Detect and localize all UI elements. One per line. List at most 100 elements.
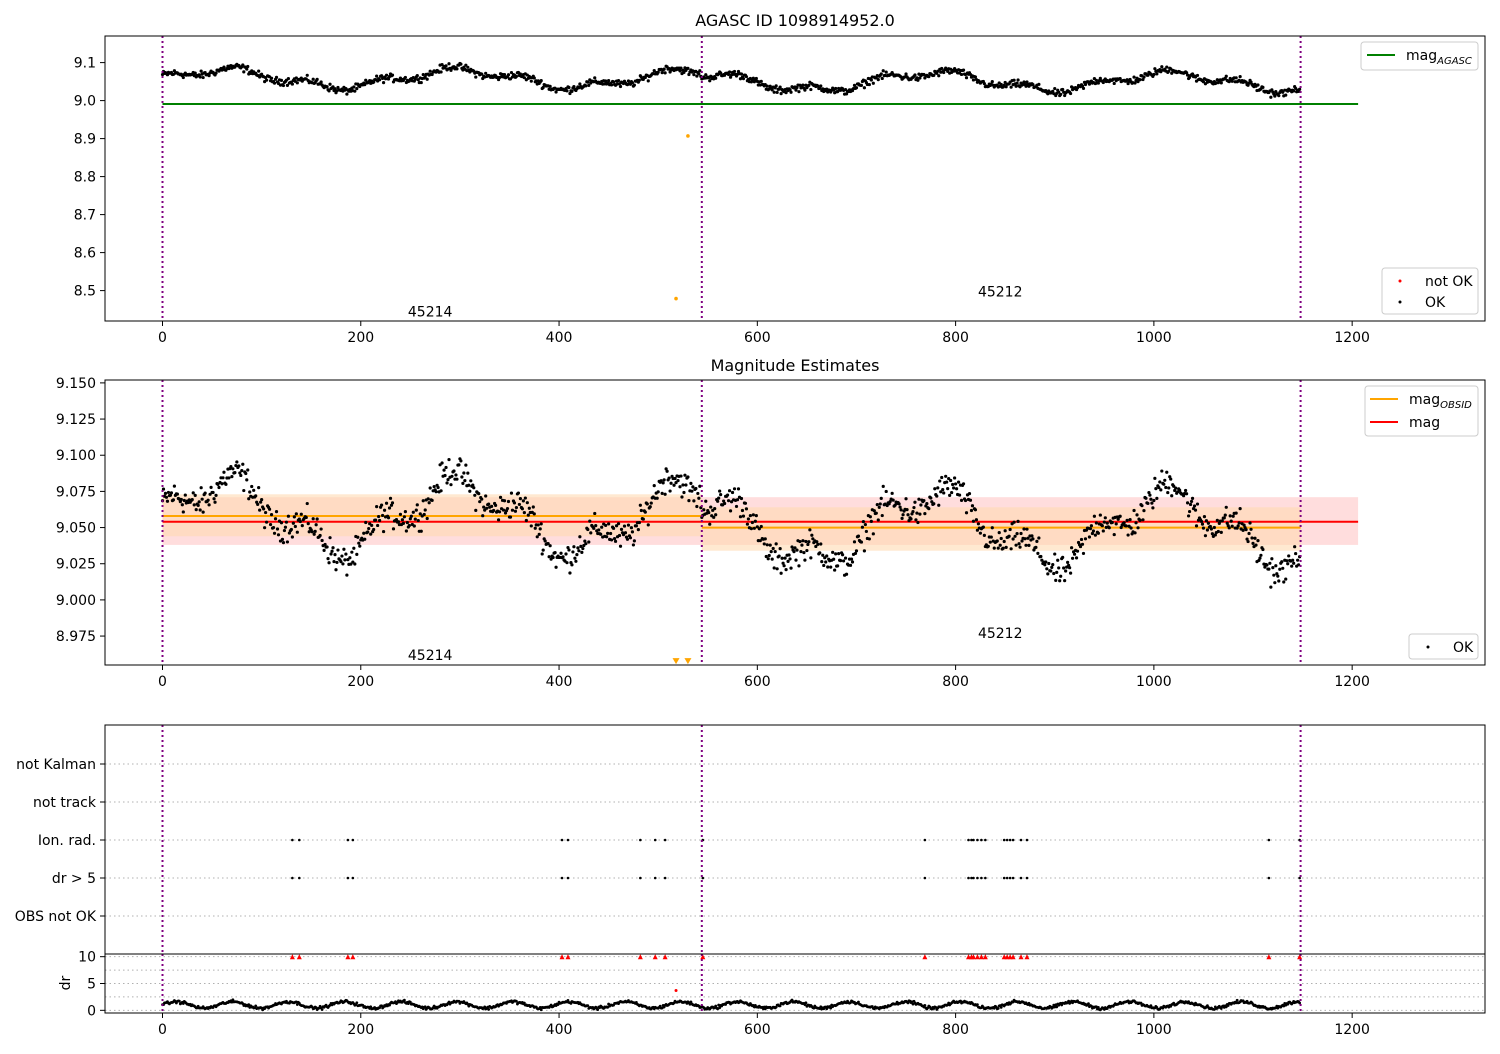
ok-data-point [643,510,647,514]
ok-data-point [1276,574,1280,578]
ok-data-point [1146,501,1150,506]
ok-data-point [1057,90,1061,94]
ion-rad-flag-point [1011,838,1015,842]
ok-data-point [587,83,591,87]
ok-data-point [986,544,990,548]
ok-data-point [1055,570,1059,574]
ok-data-point [551,555,555,560]
ok-data-point [363,537,367,541]
dr-data-point [177,999,181,1003]
ok-data-point [299,512,303,516]
ok-data-point [836,564,840,568]
ok-data-point [696,491,700,496]
dr-data-point [538,1006,542,1009]
ok-data-point [487,502,491,506]
ok-data-point [335,560,339,565]
ok-data-point [822,563,826,568]
ok-data-point [630,81,635,85]
ok-data-point [172,484,176,488]
x-tick-label: 1000 [1136,330,1172,346]
ok-data-point [781,561,785,565]
ok-data-point [172,69,176,73]
ok-data-point [687,72,691,77]
ok-data-point [1151,506,1155,510]
ok-data-point [929,496,933,500]
ok-data-point [1088,527,1093,531]
ok-data-point [405,520,409,525]
ok-data-point [1024,543,1028,547]
ok-data-point [976,522,981,526]
ok-data-point [649,501,653,505]
ok-data-point [1090,531,1095,536]
ok-data-point [522,76,526,80]
clipped-dr-marker [1024,954,1030,960]
ok-data-point [281,540,286,545]
ok-data-point [372,80,376,84]
ok-data-point [982,533,986,537]
ok-data-point [914,518,918,522]
ok-data-point [404,529,408,533]
agasc-obsid-label-45214: 45214 [408,305,453,321]
ok-data-point [387,506,392,510]
x-tick-label: 1000 [1136,674,1172,690]
ok-data-point [1132,75,1136,79]
ok-data-point [809,87,813,92]
ok-data-point [198,508,202,512]
ok-data-point [1294,551,1298,556]
ok-data-point [349,562,353,566]
ok-data-point [877,505,881,509]
ok-data-point [936,486,940,490]
ok-data-point [755,525,759,529]
ok-data-point [580,550,584,554]
ok-data-point [660,491,664,496]
ok-data-point [281,83,286,88]
ok-data-point [1075,549,1080,553]
ok-data-point [1222,516,1226,520]
ok-data-point [797,564,801,568]
ok-data-point [193,71,197,75]
ok-data-point [678,485,682,489]
ok-data-point [1201,526,1206,530]
x-tick-label: 800 [942,1022,969,1038]
ok-data-point [1079,537,1084,542]
ok-data-point [401,521,406,525]
ok-data-point [867,82,871,87]
ok-data-point [692,72,696,77]
ok-data-point [418,512,422,516]
ok-data-point [1059,92,1063,96]
dr-data-point [1298,1001,1302,1005]
ok-data-point [586,80,590,84]
ok-data-point [355,552,359,556]
ok-data-point [945,480,949,484]
dr-data-point [586,1004,590,1008]
ok-data-point [779,92,783,96]
ok-data-point [1291,558,1295,562]
ok-data-point [856,534,861,538]
ok-data-point [362,531,366,535]
ok-data-point [1206,521,1211,525]
estimates-obsid-label-45214: 45214 [408,648,453,664]
ok-data-point [497,510,502,514]
ok-data-point [735,498,740,502]
ok-data-point [1147,490,1151,495]
ok-data-point [1297,563,1301,567]
ok-data-point [680,495,684,499]
dr-data-point [355,1001,359,1005]
ok-data-point [819,84,823,88]
ok-data-point [334,568,338,572]
upper-limit-marker [672,658,680,665]
ok-data-point [1044,560,1048,564]
ok-data-point [1251,541,1255,545]
ok-data-point [314,523,318,527]
estimates-y-axis: 8.975 9.000 9.025 9.050 9.075 9.100 9.125 9.150 [56,376,105,645]
ok-data-point [259,500,263,504]
ok-data-point [816,84,820,88]
legend-mag-obsid-label: magOBSID [1409,392,1472,411]
ok-data-point [1096,531,1100,535]
ok-data-point [788,557,792,561]
ok-data-point [1284,93,1288,97]
ok-data-point [942,70,946,75]
ok-data-point [439,70,443,74]
dr-data-point [566,999,570,1002]
ok-data-point [714,513,718,517]
